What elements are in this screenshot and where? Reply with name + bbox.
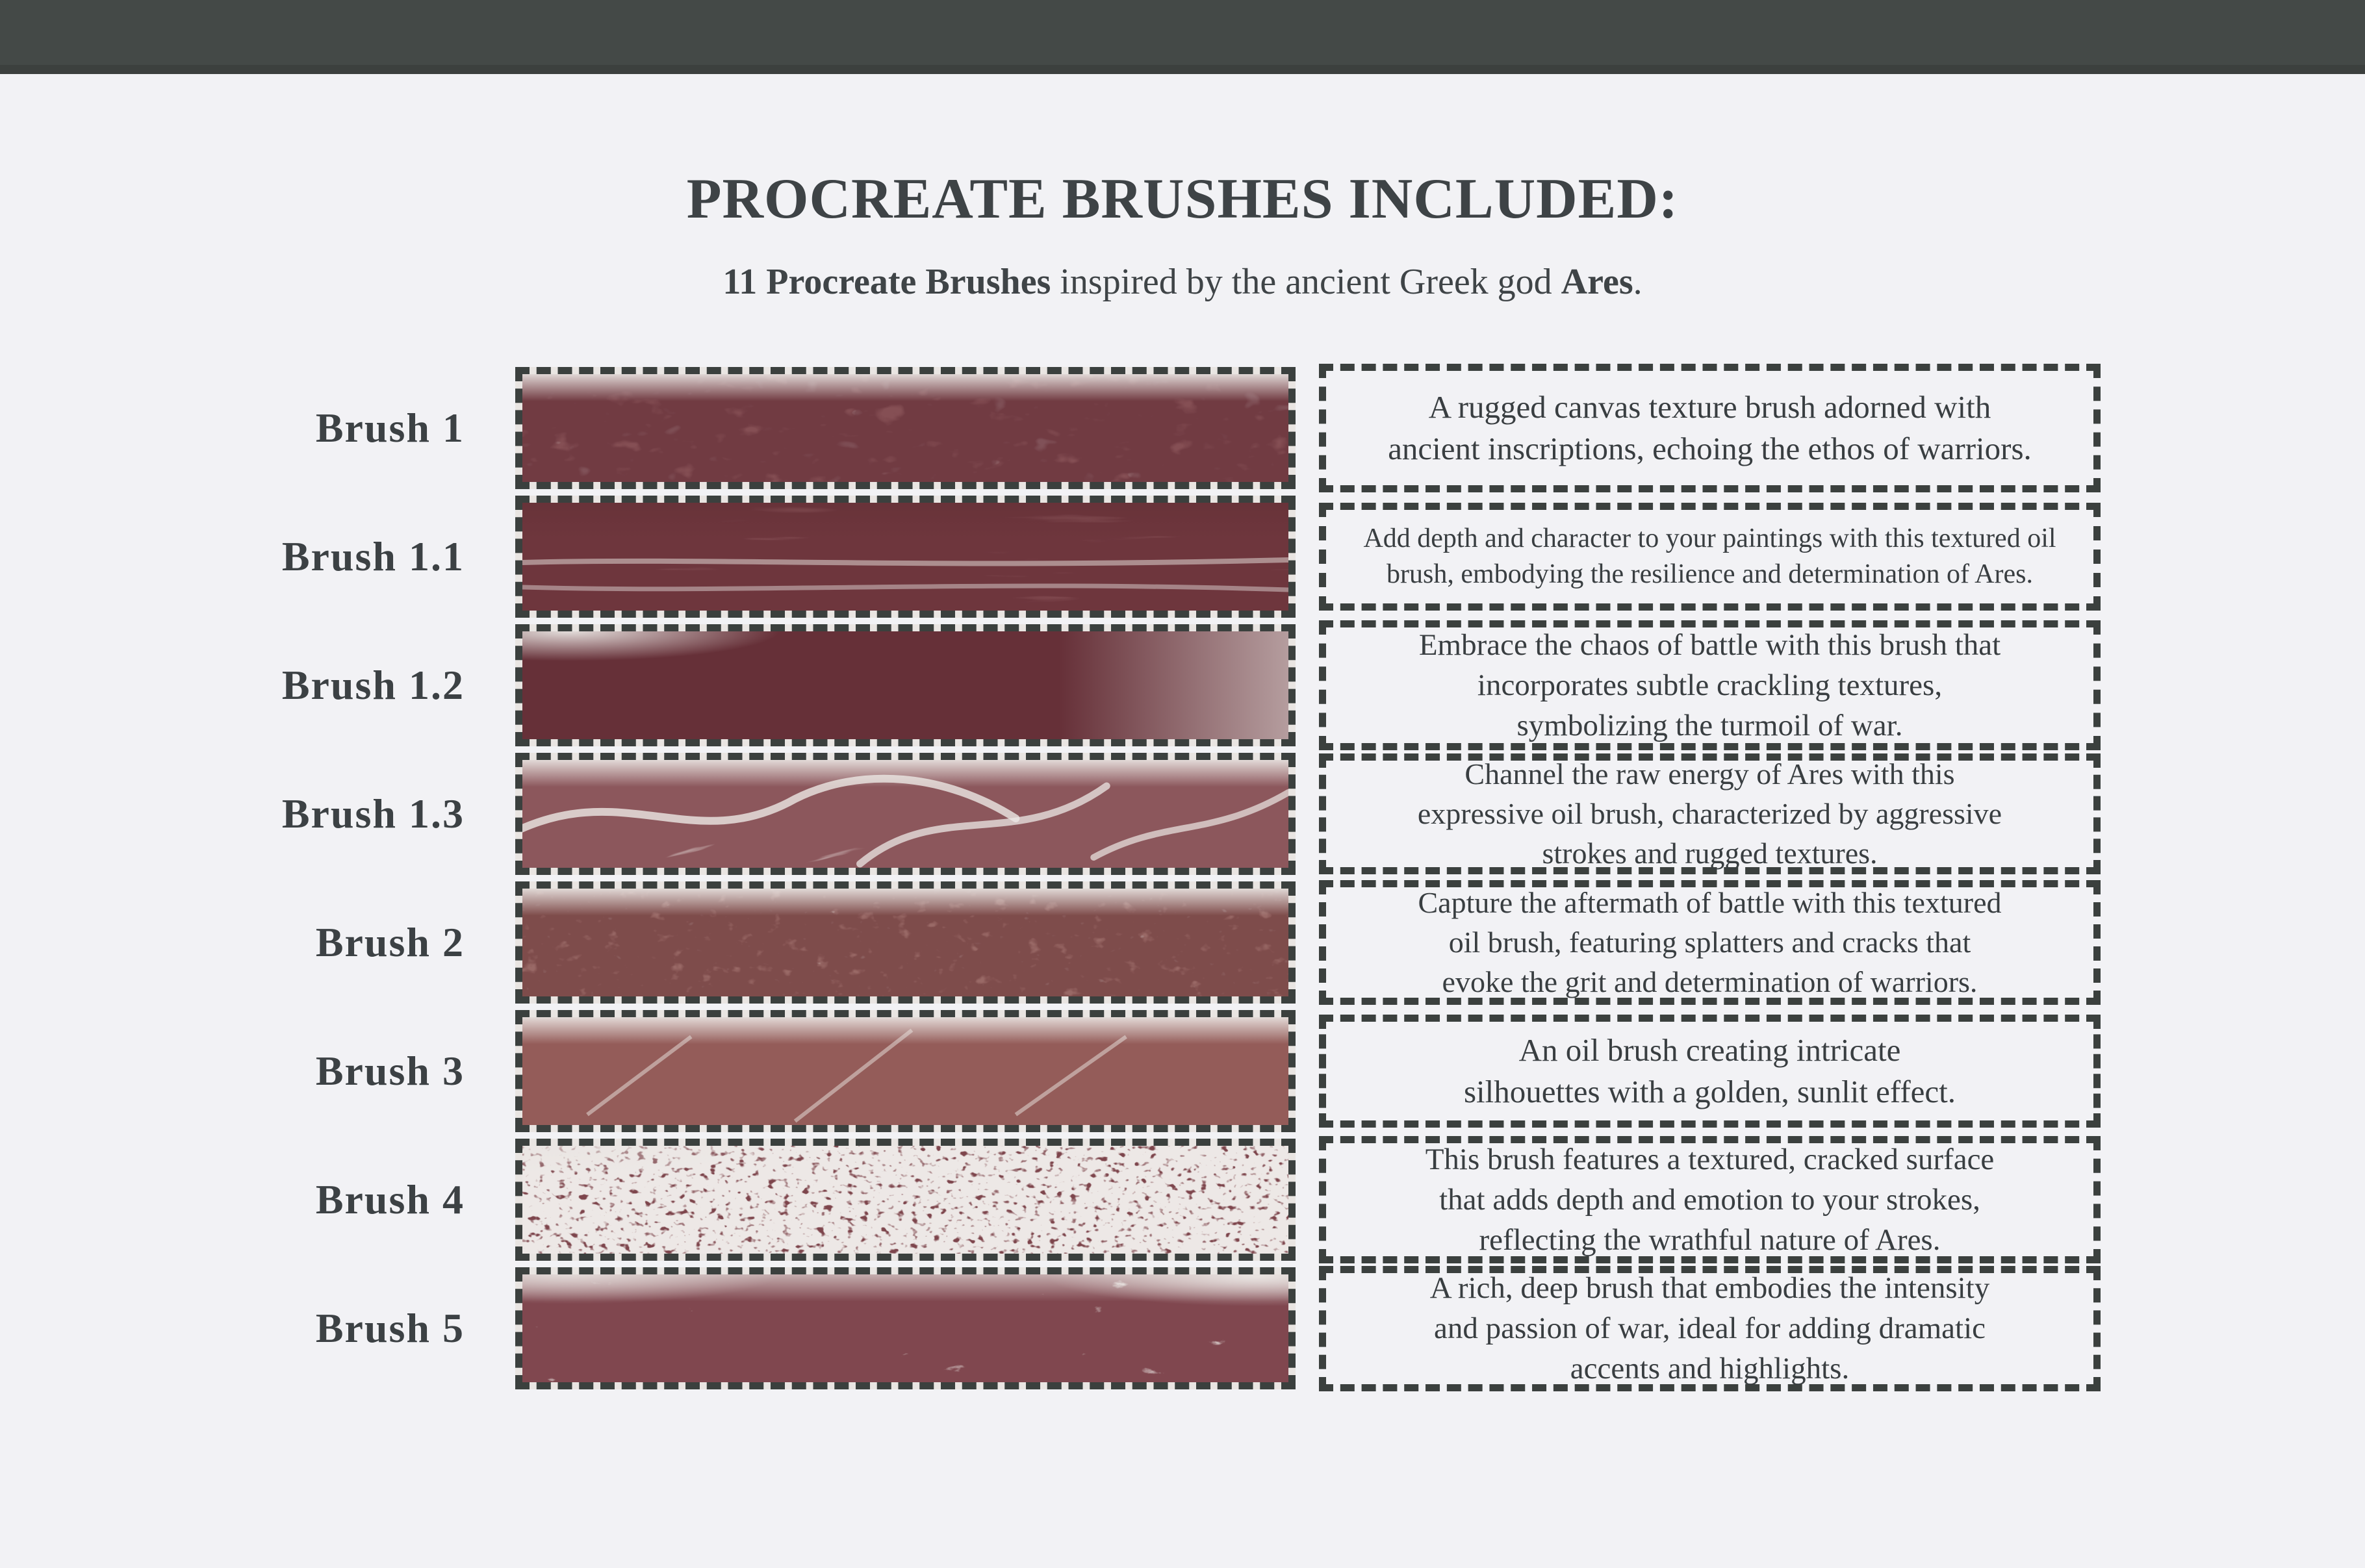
brush-texture-image	[522, 889, 1288, 996]
brush-row: Brush 4 This brush features a textured, …	[0, 1136, 2365, 1264]
brush-texture-swatch	[515, 753, 1296, 876]
brush-label: Brush 1.3	[281, 790, 465, 837]
brush-description-line: Add depth and character to your painting…	[1363, 523, 2056, 553]
brush-texture-swatch	[515, 624, 1296, 747]
brush-texture-swatch	[515, 1010, 1296, 1133]
brush-description-line: expressive oil brush, characterized by a…	[1417, 797, 2002, 831]
brush-label: Brush 1.2	[281, 662, 465, 709]
brush-description-line: Embrace the chaos of battle with this br…	[1418, 628, 2001, 663]
brush-description-line: accents and highlights.	[1570, 1352, 1850, 1386]
brush-description-line: that adds depth and emotion to your stro…	[1439, 1183, 1980, 1217]
brush-row: Brush 1 A rugged canvas texture brush ad…	[0, 364, 2365, 493]
brush-texture-swatch	[515, 367, 1296, 490]
subtitle-text: inspired by the ancient Greek god	[1051, 261, 1561, 302]
brush-description-line: symbolizing the turmoil of war.	[1516, 709, 1903, 743]
brush-description-line: silhouettes with a golden, sunlit effect…	[1463, 1074, 1956, 1110]
brush-texture-swatch	[515, 881, 1296, 1004]
brush-texture-swatch	[515, 1139, 1296, 1261]
brush-description-box: Embrace the chaos of battle with this br…	[1319, 620, 2101, 751]
brush-row: Brush 3 An oil brush creating intricate s…	[0, 1010, 2365, 1133]
brush-description-line: This brush features a textured, cracked …	[1425, 1143, 1995, 1177]
brush-description-box: Add depth and character to your painting…	[1319, 503, 2101, 611]
brush-description-line: strokes and rugged textures.	[1542, 836, 1878, 870]
brush-label: Brush 1.1	[281, 533, 465, 580]
brush-description-line: An oil brush creating intricate	[1518, 1031, 1901, 1068]
brush-description-line: and passion of war, ideal for adding dra…	[1433, 1311, 1986, 1346]
brush-description-line: A rich, deep brush that embodies the int…	[1429, 1271, 1990, 1306]
brush-texture-image	[522, 760, 1288, 868]
brush-texture-swatch	[515, 496, 1296, 618]
brush-label: Brush 4	[315, 1176, 465, 1223]
brush-texture-image	[522, 1274, 1288, 1382]
brush-description-box: Channel the raw energy of Ares with this…	[1319, 753, 2101, 875]
brush-description-box: This brush features a textured, cracked …	[1319, 1136, 2101, 1264]
brush-description-line: ancient inscriptions, echoing the ethos …	[1388, 431, 2032, 467]
brush-description-line: brush, embodying the resilience and dete…	[1387, 559, 2033, 590]
brush-texture-swatch	[515, 1267, 1296, 1390]
brush-description-line: Capture the aftermath of battle with thi…	[1418, 886, 2002, 920]
brush-label: Brush 2	[315, 919, 465, 966]
brush-description-box: An oil brush creating intricate silhouett…	[1319, 1015, 2101, 1128]
brush-texture-image	[522, 503, 1288, 611]
page-title: PROCREATE BRUSHES INCLUDED:	[686, 168, 1679, 231]
brush-texture-image	[522, 1017, 1288, 1125]
subtitle-ares: Ares	[1561, 261, 1633, 302]
brush-description-line: incorporates subtle crackling textures,	[1477, 668, 1943, 703]
brush-row: Brush 5 A rich, deep brush that embodies…	[0, 1265, 2365, 1391]
brush-description-line: evoke the grit and determination of warr…	[1442, 965, 1978, 998]
brush-rows: Brush 1 A rugged canvas texture brush ad…	[0, 364, 2365, 1391]
brush-description-line: reflecting the wrathful nature of Ares.	[1479, 1223, 1941, 1258]
brush-description-line: Channel the raw energy of Ares with this	[1464, 757, 1955, 791]
subtitle-period: .	[1633, 261, 1643, 302]
brush-description-box: A rich, deep brush that embodies the int…	[1319, 1265, 2101, 1391]
brush-row: Brush 1.3 Channel the raw energy of Ares…	[0, 753, 2365, 876]
brush-label: Brush 5	[315, 1305, 465, 1352]
brush-label: Brush 1	[315, 405, 465, 451]
brush-label: Brush 3	[315, 1048, 465, 1094]
brush-row: Brush 2 Capture the aftermath of battle …	[0, 880, 2365, 1005]
brush-description-box: Capture the aftermath of battle with thi…	[1319, 880, 2101, 1005]
top-bar	[0, 0, 2365, 74]
page-subtitle: 11 Procreate Brushes inspired by the anc…	[0, 259, 2365, 306]
brush-texture-image	[522, 1146, 1288, 1254]
brush-texture-image	[522, 631, 1288, 739]
brush-row: Brush 1.2 Embrace the chaos of battle wi…	[0, 620, 2365, 751]
brush-texture-image	[522, 374, 1288, 482]
brush-row: Brush 1.1 Add depth and character to you…	[0, 496, 2365, 618]
subtitle-brush-count: 11 Procreate Brushes	[722, 261, 1051, 302]
brush-description-line: oil brush, featuring splatters and crack…	[1448, 926, 1971, 959]
brush-description-line: A rugged canvas texture brush adorned wi…	[1428, 388, 1991, 425]
brush-description-box: A rugged canvas texture brush adorned wi…	[1319, 364, 2101, 493]
